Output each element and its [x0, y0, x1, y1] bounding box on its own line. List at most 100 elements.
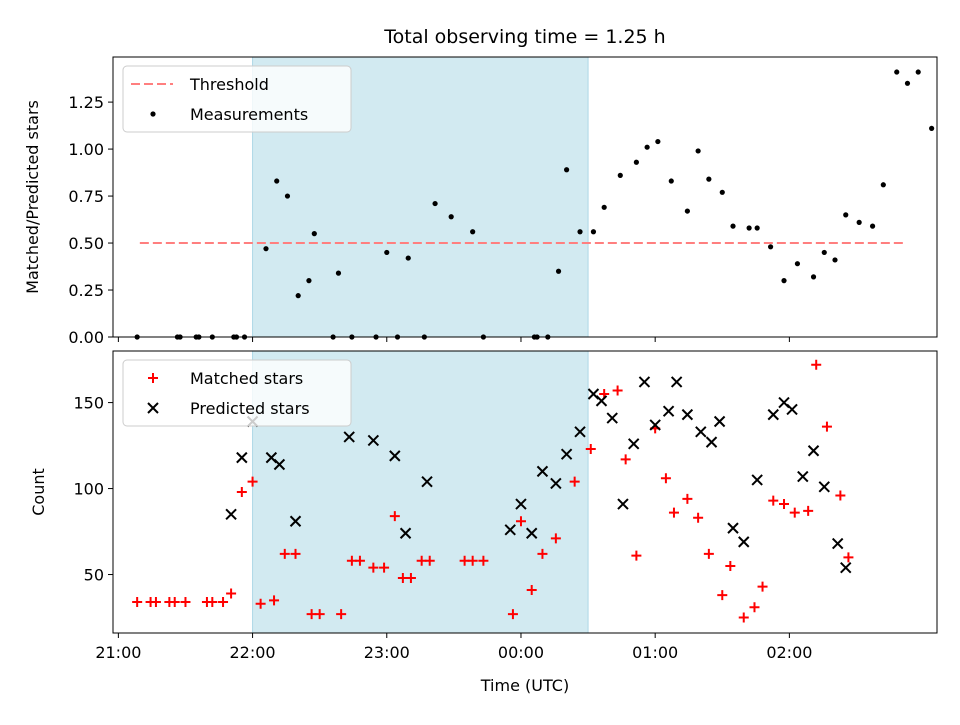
matched-point [218, 597, 229, 608]
predicted-point [695, 426, 707, 438]
measurement-point [590, 229, 597, 235]
predicted-point [649, 419, 661, 431]
plot-frame [112, 56, 938, 338]
predicted-point [831, 537, 844, 550]
measurement-point [915, 69, 921, 75]
matched-point [354, 555, 365, 566]
measurement-point [856, 219, 862, 225]
x-tick-label: 22:00 [230, 643, 276, 662]
measurement-point [384, 249, 390, 256]
bottom-panel-counts: 50 100 150 21:00 22:00 23:00 00:00 01:00 02:00 Co… [29, 350, 938, 695]
matched-point [247, 476, 258, 487]
predicted-point [367, 434, 380, 447]
predicted-point [504, 524, 516, 536]
measurement-point [405, 255, 411, 261]
measurement-point [904, 80, 911, 86]
matched-point [180, 597, 191, 608]
y-tick-label: 50 [84, 566, 104, 585]
measurement-point [470, 229, 476, 235]
x-tick-label: 21:00 [95, 643, 141, 662]
x-axis-label: Time (UTC) [480, 676, 569, 695]
predicted-point [662, 405, 675, 417]
y-tick-label: 1.00 [68, 140, 104, 159]
matched-point [682, 493, 693, 504]
measurement-point [306, 278, 312, 284]
y-tick-label: 0.25 [68, 281, 104, 300]
y-tick-label: 1.25 [68, 93, 104, 112]
matched-point [478, 555, 489, 566]
matched-point [169, 597, 180, 608]
measurement-point [617, 172, 623, 178]
predicted-point [399, 527, 412, 539]
x-tick-label: 23:00 [364, 643, 410, 662]
chart-title: Total observing time = 1.25 h [383, 26, 665, 48]
series-measurements [134, 69, 935, 340]
matched-point [290, 548, 301, 559]
y-axis-label: Count [29, 468, 48, 516]
legend-label: Threshold [189, 75, 269, 94]
measurement-point [719, 189, 725, 195]
measurement-point [730, 223, 736, 229]
matched-point [226, 588, 237, 599]
measurement-point [601, 204, 607, 210]
matched-point [811, 359, 822, 370]
measurement-point [695, 148, 701, 154]
measurement-point [644, 144, 650, 150]
matched-point [612, 385, 623, 396]
matched-point [717, 590, 728, 601]
predicted-point [515, 498, 527, 510]
matched-point [537, 548, 548, 559]
matched-point [379, 562, 390, 573]
matched-point [550, 533, 561, 544]
predicted-point [550, 477, 562, 490]
matched-point [693, 512, 704, 523]
measurement-point [668, 178, 674, 184]
measurement-point [577, 229, 583, 235]
measurement-point [821, 249, 827, 256]
predicted-point [236, 451, 248, 464]
x-tick-label: 00:00 [498, 643, 544, 662]
predicted-point [343, 431, 355, 443]
measurement-point [754, 225, 760, 231]
matched-point [269, 595, 280, 606]
matched-point [569, 476, 580, 487]
measurement-point [295, 293, 301, 299]
measurement-point [555, 268, 562, 274]
predicted-point [797, 470, 809, 483]
measurement-point [810, 274, 817, 280]
series-matched-stars [132, 359, 854, 623]
y-tick-label: 0.00 [68, 328, 104, 347]
matched-point [803, 505, 814, 516]
legend: Matched stars Predicted stars [122, 359, 352, 427]
matched-point [668, 507, 679, 518]
matched-point [336, 609, 347, 620]
matched-point [585, 444, 596, 455]
matched-point [467, 555, 478, 566]
predicted-point [727, 522, 739, 534]
predicted-point [526, 527, 538, 539]
matched-point [620, 454, 631, 465]
measurement-point [869, 223, 876, 229]
legend-label: Matched stars [190, 369, 303, 388]
measurement-point [767, 244, 774, 250]
series-predicted-stars [225, 376, 852, 574]
matched-point [768, 495, 779, 506]
matched-point [749, 602, 760, 613]
matched-point [660, 473, 671, 484]
measurement-point [880, 182, 886, 188]
matched-point [279, 548, 290, 559]
measurement-point [311, 231, 317, 237]
predicted-point [751, 474, 763, 486]
predicted-point [767, 408, 779, 421]
y-tick-label: 100 [73, 480, 104, 499]
x-tick-label: 01:00 [632, 643, 678, 662]
predicted-point [807, 445, 820, 457]
predicted-point [606, 412, 618, 424]
predicted-point [705, 436, 718, 448]
legend-box [122, 65, 352, 133]
matched-point [405, 572, 416, 583]
measurement-point [274, 178, 280, 184]
measurement-point [794, 261, 801, 267]
predicted-point [681, 408, 694, 421]
measurement-point [706, 176, 712, 182]
